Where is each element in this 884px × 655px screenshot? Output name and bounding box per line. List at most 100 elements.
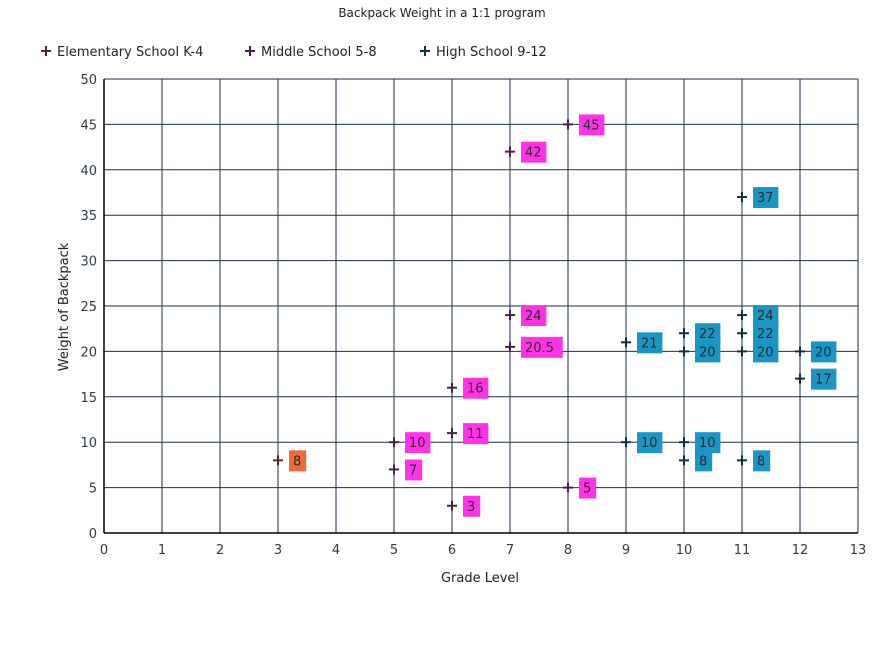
data-label-middle: 11 <box>467 427 484 442</box>
data-point-middle <box>505 341 515 352</box>
data-label-box-middle <box>579 477 597 499</box>
data-label-box-middle <box>405 459 423 481</box>
data-point-high <box>795 373 805 384</box>
gridlines <box>103 78 859 534</box>
data-point-middle <box>389 437 399 448</box>
data-label-high: 37 <box>757 191 774 206</box>
data-point-high <box>679 455 689 466</box>
x-tick-label: 11 <box>734 543 751 558</box>
data-label-box-high <box>695 323 721 345</box>
data-label-high: 22 <box>699 327 716 342</box>
data-label-box-middle <box>579 114 605 136</box>
data-label-box-high <box>753 305 779 327</box>
data-label-middle: 10 <box>409 436 426 451</box>
y-tick-label: 25 <box>80 300 97 315</box>
x-tick-label: 13 <box>850 543 867 558</box>
data-label-high: 20 <box>757 345 774 360</box>
x-tick-label: 3 <box>274 543 282 558</box>
data-point-middle <box>447 500 457 511</box>
data-point-high <box>737 310 747 321</box>
data-label-box-high <box>811 368 837 390</box>
data-label-high: 22 <box>757 327 774 342</box>
data-label-box-high <box>753 450 771 472</box>
data-point-high <box>737 346 747 357</box>
data-point-high <box>621 337 631 348</box>
data-point-high <box>737 328 747 339</box>
data-label-box-middle <box>521 305 547 327</box>
x-tick-label: 4 <box>332 543 340 558</box>
y-tick-label: 30 <box>80 255 97 270</box>
legend-marker-elementary <box>41 46 51 56</box>
data-point-high <box>679 328 689 339</box>
data-label-box-high <box>753 187 779 209</box>
data-point-high <box>679 346 689 357</box>
y-tick-label: 20 <box>80 345 97 360</box>
data-label-box-high <box>637 432 663 454</box>
data-label-box-high <box>753 323 779 345</box>
data-label-elementary: 8 <box>293 454 301 469</box>
data-point-middle <box>447 382 457 393</box>
data-label-box-high <box>637 332 663 354</box>
data-label-box-high <box>695 341 721 363</box>
x-tick-label: 8 <box>564 543 572 558</box>
chart-title: Backpack Weight in a 1:1 program <box>338 6 545 20</box>
data-point-high <box>679 437 689 448</box>
data-label-high: 17 <box>815 373 832 388</box>
data-point-high <box>795 346 805 357</box>
x-axis-label: Grade Level <box>441 571 519 586</box>
x-tick-label: 1 <box>158 543 166 558</box>
data-label-box-high <box>695 432 721 454</box>
legend: Elementary School K-4 Middle School 5-8 Hi… <box>41 45 547 60</box>
data-point-middle <box>505 146 515 157</box>
y-tick-label: 15 <box>80 391 97 406</box>
y-tick-label: 5 <box>89 482 97 497</box>
data-point-high <box>737 192 747 203</box>
data-label-box-high <box>811 341 837 363</box>
data-point-elementary <box>273 455 283 466</box>
data-label-box-high <box>695 450 713 472</box>
x-tick-label: 2 <box>216 543 224 558</box>
data-label-middle: 7 <box>409 463 417 478</box>
data-label-high: 21 <box>641 336 658 351</box>
data-label-high: 10 <box>699 436 716 451</box>
y-tick-label: 45 <box>80 118 97 133</box>
x-tick-label: 9 <box>622 543 630 558</box>
data-label-middle: 45 <box>583 118 600 133</box>
legend-marker-middle <box>245 46 255 56</box>
y-axis-label: Weight of Backpack <box>57 242 72 371</box>
data-label-high: 8 <box>757 454 765 469</box>
data-label-middle: 42 <box>525 146 542 161</box>
data-label-middle: 16 <box>467 382 484 397</box>
y-tick-label: 10 <box>80 436 97 451</box>
data-label-middle: 3 <box>467 500 475 515</box>
y-tick-label: 0 <box>89 527 97 542</box>
data-point-middle <box>563 119 573 130</box>
data-label-box-middle <box>405 432 431 454</box>
data-label-high: 20 <box>815 345 832 360</box>
data-label-box-middle <box>521 141 547 163</box>
y-tick-label: 50 <box>80 73 97 88</box>
data-label-high: 20 <box>699 345 716 360</box>
data-point-middle <box>563 482 573 493</box>
x-tick-label: 12 <box>792 543 809 558</box>
x-tick-label: 0 <box>100 543 108 558</box>
data-label-box-middle <box>521 336 563 358</box>
data-point-middle <box>505 310 515 321</box>
data-label-high: 8 <box>699 454 707 469</box>
data-label-high: 10 <box>641 436 658 451</box>
x-tick-label: 10 <box>676 543 693 558</box>
data-label-middle: 20.5 <box>525 341 554 356</box>
legend-label-middle: Middle School 5-8 <box>261 45 377 60</box>
data-point-high <box>737 455 747 466</box>
legend-label-high: High School 9-12 <box>436 45 547 60</box>
data-point-middle <box>447 428 457 439</box>
data-point-middle <box>389 464 399 475</box>
data-point-high <box>621 437 631 448</box>
y-tick-label: 40 <box>80 164 97 179</box>
legend-marker-high <box>420 46 430 56</box>
x-tick-label: 6 <box>448 543 456 558</box>
data-points: 8 10 7 16 11 3 42 24 20.5 45 5 21 10 22 20 10 8 37 24 22 20 8… <box>273 114 837 517</box>
